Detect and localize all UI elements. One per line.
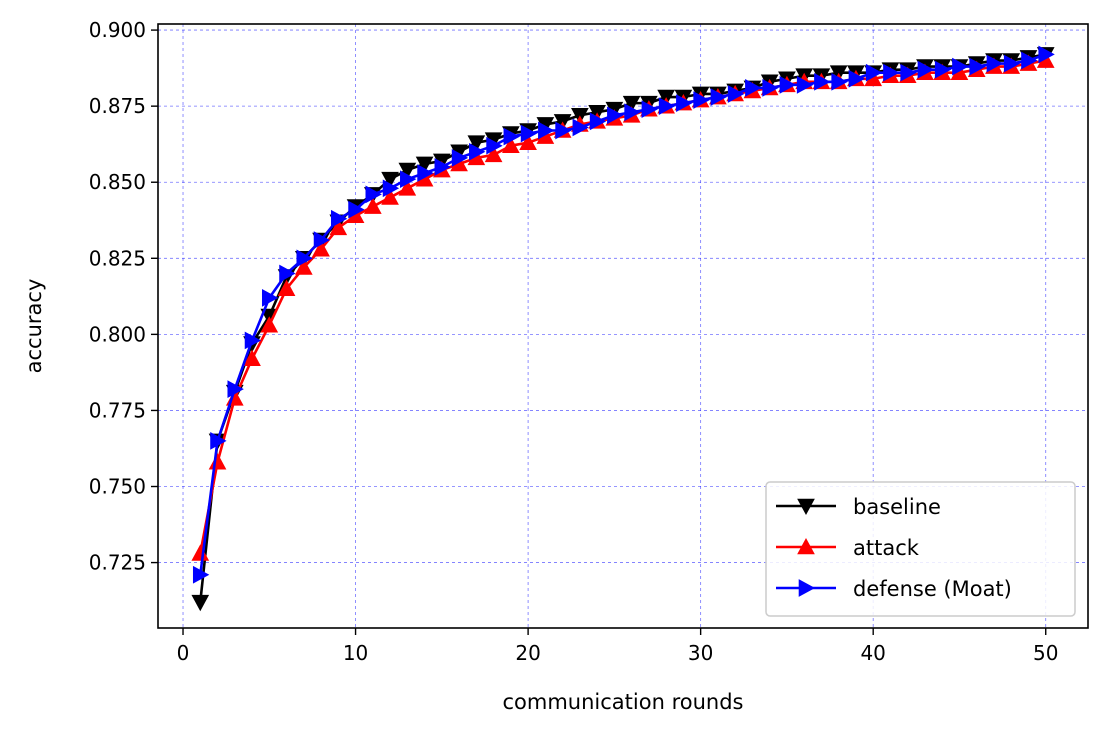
data-point [934, 60, 952, 79]
data-point [400, 170, 417, 189]
data-point [848, 69, 865, 88]
y-tick-label: 0.800 [89, 322, 146, 346]
data-point [693, 91, 710, 109]
data-point [727, 85, 745, 103]
data-point [1003, 54, 1021, 73]
data-point [277, 279, 296, 297]
series-group [191, 45, 1055, 612]
data-point [779, 76, 796, 94]
legend-label: attack [853, 536, 920, 560]
x-tick-label: 20 [515, 641, 540, 665]
data-point [986, 54, 1004, 73]
data-point [900, 63, 917, 82]
data-point [1021, 51, 1038, 70]
data-point [814, 72, 831, 91]
y-tick-label: 0.900 [89, 18, 146, 42]
data-point [796, 76, 814, 94]
data-point [260, 316, 279, 333]
legend-marker [797, 537, 815, 555]
data-point [486, 136, 503, 155]
legend: baseline attack defense (Moat) [765, 481, 1076, 617]
data-point [296, 249, 313, 268]
x-tick-label: 50 [1033, 641, 1058, 665]
data-point [244, 331, 262, 350]
data-point [294, 258, 313, 275]
data-point [192, 565, 210, 584]
y-tick-label: 0.850 [89, 170, 146, 194]
legend-label: defense (Moat) [853, 577, 1012, 601]
legend-marker [797, 498, 815, 516]
data-point [415, 156, 434, 174]
data-point [917, 60, 934, 79]
y-tick-label: 0.875 [89, 94, 146, 118]
data-point [624, 103, 641, 122]
data-point [710, 88, 727, 106]
plot-frame [157, 23, 1089, 629]
data-point [382, 179, 400, 198]
data-point [762, 79, 779, 97]
x-tick-label: 40 [860, 641, 885, 665]
x-axis-label: communication rounds [503, 690, 744, 714]
data-point [641, 100, 658, 119]
data-point [313, 231, 331, 249]
data-point [658, 97, 676, 115]
x-tick-label: 30 [688, 641, 713, 665]
data-point [398, 162, 417, 180]
data-point [210, 432, 227, 450]
data-point [261, 289, 279, 307]
data-point [312, 240, 330, 257]
data-point [191, 594, 210, 612]
data-point [520, 124, 538, 143]
series-defense [192, 45, 1055, 584]
y-tick-label: 0.725 [89, 551, 146, 575]
data-point [484, 145, 503, 163]
data-point [952, 57, 969, 76]
data-point [331, 209, 348, 228]
data-point [469, 142, 486, 161]
data-point [883, 63, 900, 82]
x-tick-label: 0 [177, 641, 190, 665]
y-tick-label: 0.775 [89, 398, 146, 422]
data-point [363, 197, 382, 214]
data-point [676, 94, 693, 112]
legend-marker [798, 579, 816, 597]
data-point [451, 149, 469, 167]
y-axis-label: accuracy [22, 279, 46, 374]
data-point [831, 72, 848, 91]
axis-ticks: 0 10 20 30 40 50 0.725 0.750 0.775 0.800 0.825 0.85… [89, 18, 1059, 665]
data-point [329, 218, 348, 236]
data-point [1038, 45, 1055, 64]
y-tick-label: 0.750 [89, 475, 146, 499]
data-point [607, 106, 624, 125]
data-point [417, 164, 434, 182]
data-point [502, 136, 520, 154]
data-point [398, 179, 417, 196]
data-point [865, 63, 883, 82]
data-point [279, 264, 296, 283]
data-point [227, 380, 244, 398]
data-point [467, 135, 486, 152]
data-point [503, 127, 520, 146]
data-point [243, 349, 261, 367]
data-point [969, 57, 986, 76]
data-point [365, 185, 382, 204]
data-point [555, 121, 572, 140]
data-point [622, 95, 641, 113]
data-point [572, 118, 589, 137]
x-tick-label: 10 [343, 641, 368, 665]
legend-label: baseline [853, 495, 941, 519]
legend-box [765, 481, 1076, 617]
data-point [538, 121, 555, 140]
data-point [589, 112, 607, 131]
y-tick-label: 0.825 [89, 246, 146, 270]
data-point [519, 133, 537, 150]
data-point [745, 79, 762, 97]
data-point [381, 171, 399, 189]
data-point [348, 200, 365, 219]
data-point [381, 188, 399, 205]
data-point [434, 158, 451, 176]
